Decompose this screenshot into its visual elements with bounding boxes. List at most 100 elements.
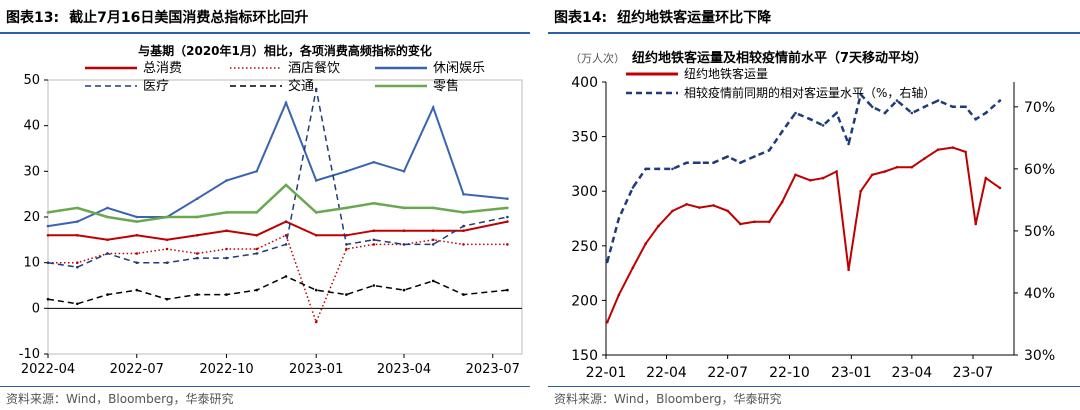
chart1-y-tick-label-2: 10 <box>23 256 40 271</box>
chart1-point-0-5 <box>195 234 199 237</box>
chart1-series-line-3 <box>47 88 508 268</box>
chart1-point-3-9 <box>314 87 318 91</box>
chart2-point-1-12 <box>768 149 771 152</box>
chart1-point-1-8 <box>284 234 288 237</box>
chart1-y-tick-label-0: -10 <box>19 347 40 362</box>
chart2-point-1-19 <box>859 93 862 96</box>
chart2-point-1-7 <box>698 161 701 164</box>
chart1-point-2-1 <box>76 220 79 223</box>
chart2-point-0-21 <box>883 170 887 173</box>
chart2-point-0-30 <box>998 186 1002 190</box>
chart1-point-2-2 <box>106 206 109 210</box>
chart2-x-tick-label-5: 23-04 <box>891 365 932 381</box>
chart2-point-1-26 <box>951 105 955 109</box>
chart2-y2-tick-label-3: 60% <box>1024 162 1055 178</box>
chart2-point-0-9 <box>726 209 729 213</box>
chart2-point-1-18 <box>847 142 850 146</box>
chart1-series-line-5 <box>47 183 508 223</box>
chart1-point-5-7 <box>255 211 258 214</box>
chart1-point-1-10 <box>345 247 348 251</box>
chart1-point-4-12 <box>402 288 406 292</box>
chart1-x-tick-label-2: 2022-10 <box>199 362 253 377</box>
chart1-legend-label-3: 医疗 <box>143 79 169 94</box>
chart1-point-1-5 <box>195 252 199 255</box>
chart2-point-0-0 <box>606 320 609 324</box>
chart1-point-5-8 <box>284 183 288 187</box>
chart2-y2-tick-label-4: 70% <box>1024 100 1055 116</box>
chart2-point-0-17 <box>835 170 838 173</box>
chart1-point-4-9 <box>314 288 318 292</box>
chart2-point-1-13 <box>780 130 784 133</box>
chart1-point-1-14 <box>462 243 465 246</box>
chart1-point-1-6 <box>225 247 228 251</box>
chart2-point-0-28 <box>974 222 977 226</box>
chart2-point-0-6 <box>685 203 688 206</box>
chart1-point-0-11 <box>372 229 376 232</box>
chart1-point-4-14 <box>462 293 465 296</box>
left-header-rule <box>0 32 530 34</box>
chart2-point-1-21 <box>883 111 887 115</box>
chart2-point-0-14 <box>794 173 797 177</box>
left-figure-title: 截止7月16日美国消费总指标环比回升 <box>69 10 309 26</box>
chart1-point-2-13 <box>431 106 435 109</box>
chart1-y-tick-label-1: 0 <box>32 301 40 316</box>
chart2-point-1-16 <box>821 124 825 127</box>
chart1-x-tick-label-3: 2023-01 <box>289 362 343 377</box>
chart2-point-0-11 <box>753 220 756 224</box>
chart2-point-1-25 <box>936 99 940 102</box>
chart1-point-3-15 <box>506 215 509 219</box>
chart1-point-0-4 <box>165 238 169 242</box>
chart2-point-0-1 <box>617 293 621 297</box>
chart1-x-tick-label-1: 2022-07 <box>110 362 164 377</box>
chart2-point-1-10 <box>739 161 742 164</box>
chart2-point-0-15 <box>809 179 812 182</box>
chart1-title: 与基期（2020年1月）相比，各项消费高频指标的变化 <box>138 43 432 58</box>
chart1-point-1-11 <box>372 243 376 246</box>
chart2-point-0-16 <box>821 176 825 180</box>
chart2-point-1-27 <box>964 105 967 109</box>
chart1-y-tick-label-5: 40 <box>23 119 40 134</box>
chart1-point-0-9 <box>314 234 318 237</box>
chart1-legend-label-2: 休闲娱乐 <box>433 61 485 76</box>
chart2-point-0-23 <box>910 165 914 169</box>
chart1-point-3-2 <box>106 252 109 255</box>
chart2-point-1-8 <box>712 161 715 164</box>
chart2-y-tick-label-5: 400 <box>571 75 598 91</box>
chart1-series-line-0 <box>48 220 508 241</box>
chart1-point-3-7 <box>255 252 258 255</box>
chart1-legend-label-5: 零售 <box>433 78 459 94</box>
chart2-point-0-26 <box>951 146 955 149</box>
chart2-point-1-15 <box>809 117 812 121</box>
chart1-legend-label-0: 总消费 <box>143 61 182 76</box>
chart1-point-3-11 <box>372 238 376 242</box>
chart1-point-0-1 <box>76 234 79 237</box>
chart2-series-line-0 <box>606 146 1001 323</box>
chart2-y-tick-label-3: 300 <box>571 184 598 200</box>
chart1-point-1-13 <box>431 238 435 242</box>
chart2-y-tick-label-1: 200 <box>571 293 598 309</box>
chart1-point-2-6 <box>225 179 228 182</box>
chart2-point-0-25 <box>936 148 940 151</box>
chart2-y2-tick-label-1: 40% <box>1024 286 1055 302</box>
chart1-point-0-0 <box>46 234 50 237</box>
chart2-point-1-5 <box>671 167 674 171</box>
chart2-point-0-20 <box>870 173 874 177</box>
chart1-y-tick-label-6: 50 <box>23 73 40 88</box>
chart1-series-line-1 <box>48 234 508 325</box>
chart2-point-1-2 <box>631 186 635 189</box>
chart2-point-0-7 <box>698 206 701 209</box>
consumption-indicators-chart: 与基期（2020年1月）相比，各项消费高频指标的变化 -10 0 10 20 30 40 50… <box>19 43 523 377</box>
chart2-point-0-24 <box>923 157 926 160</box>
right-figure-header: 图表14: 纽约地铁客运量环比下降 <box>554 7 771 27</box>
chart2-point-1-29 <box>984 111 988 115</box>
left-source-note: 资料来源：Wind，Bloomberg，华泰研究 <box>6 392 234 406</box>
chart2-y2-tick-label-0: 30% <box>1024 348 1055 364</box>
chart1-point-4-4 <box>165 297 169 301</box>
chart1-point-3-12 <box>402 243 406 246</box>
chart1-point-2-10 <box>345 170 348 173</box>
chart1-point-5-4 <box>165 215 169 219</box>
right-source-note: 资料来源：Wind，Bloomberg，华泰研究 <box>554 392 782 406</box>
chart1-point-2-12 <box>402 170 406 173</box>
chart2-point-1-24 <box>923 105 926 109</box>
chart1-point-0-8 <box>284 220 288 223</box>
